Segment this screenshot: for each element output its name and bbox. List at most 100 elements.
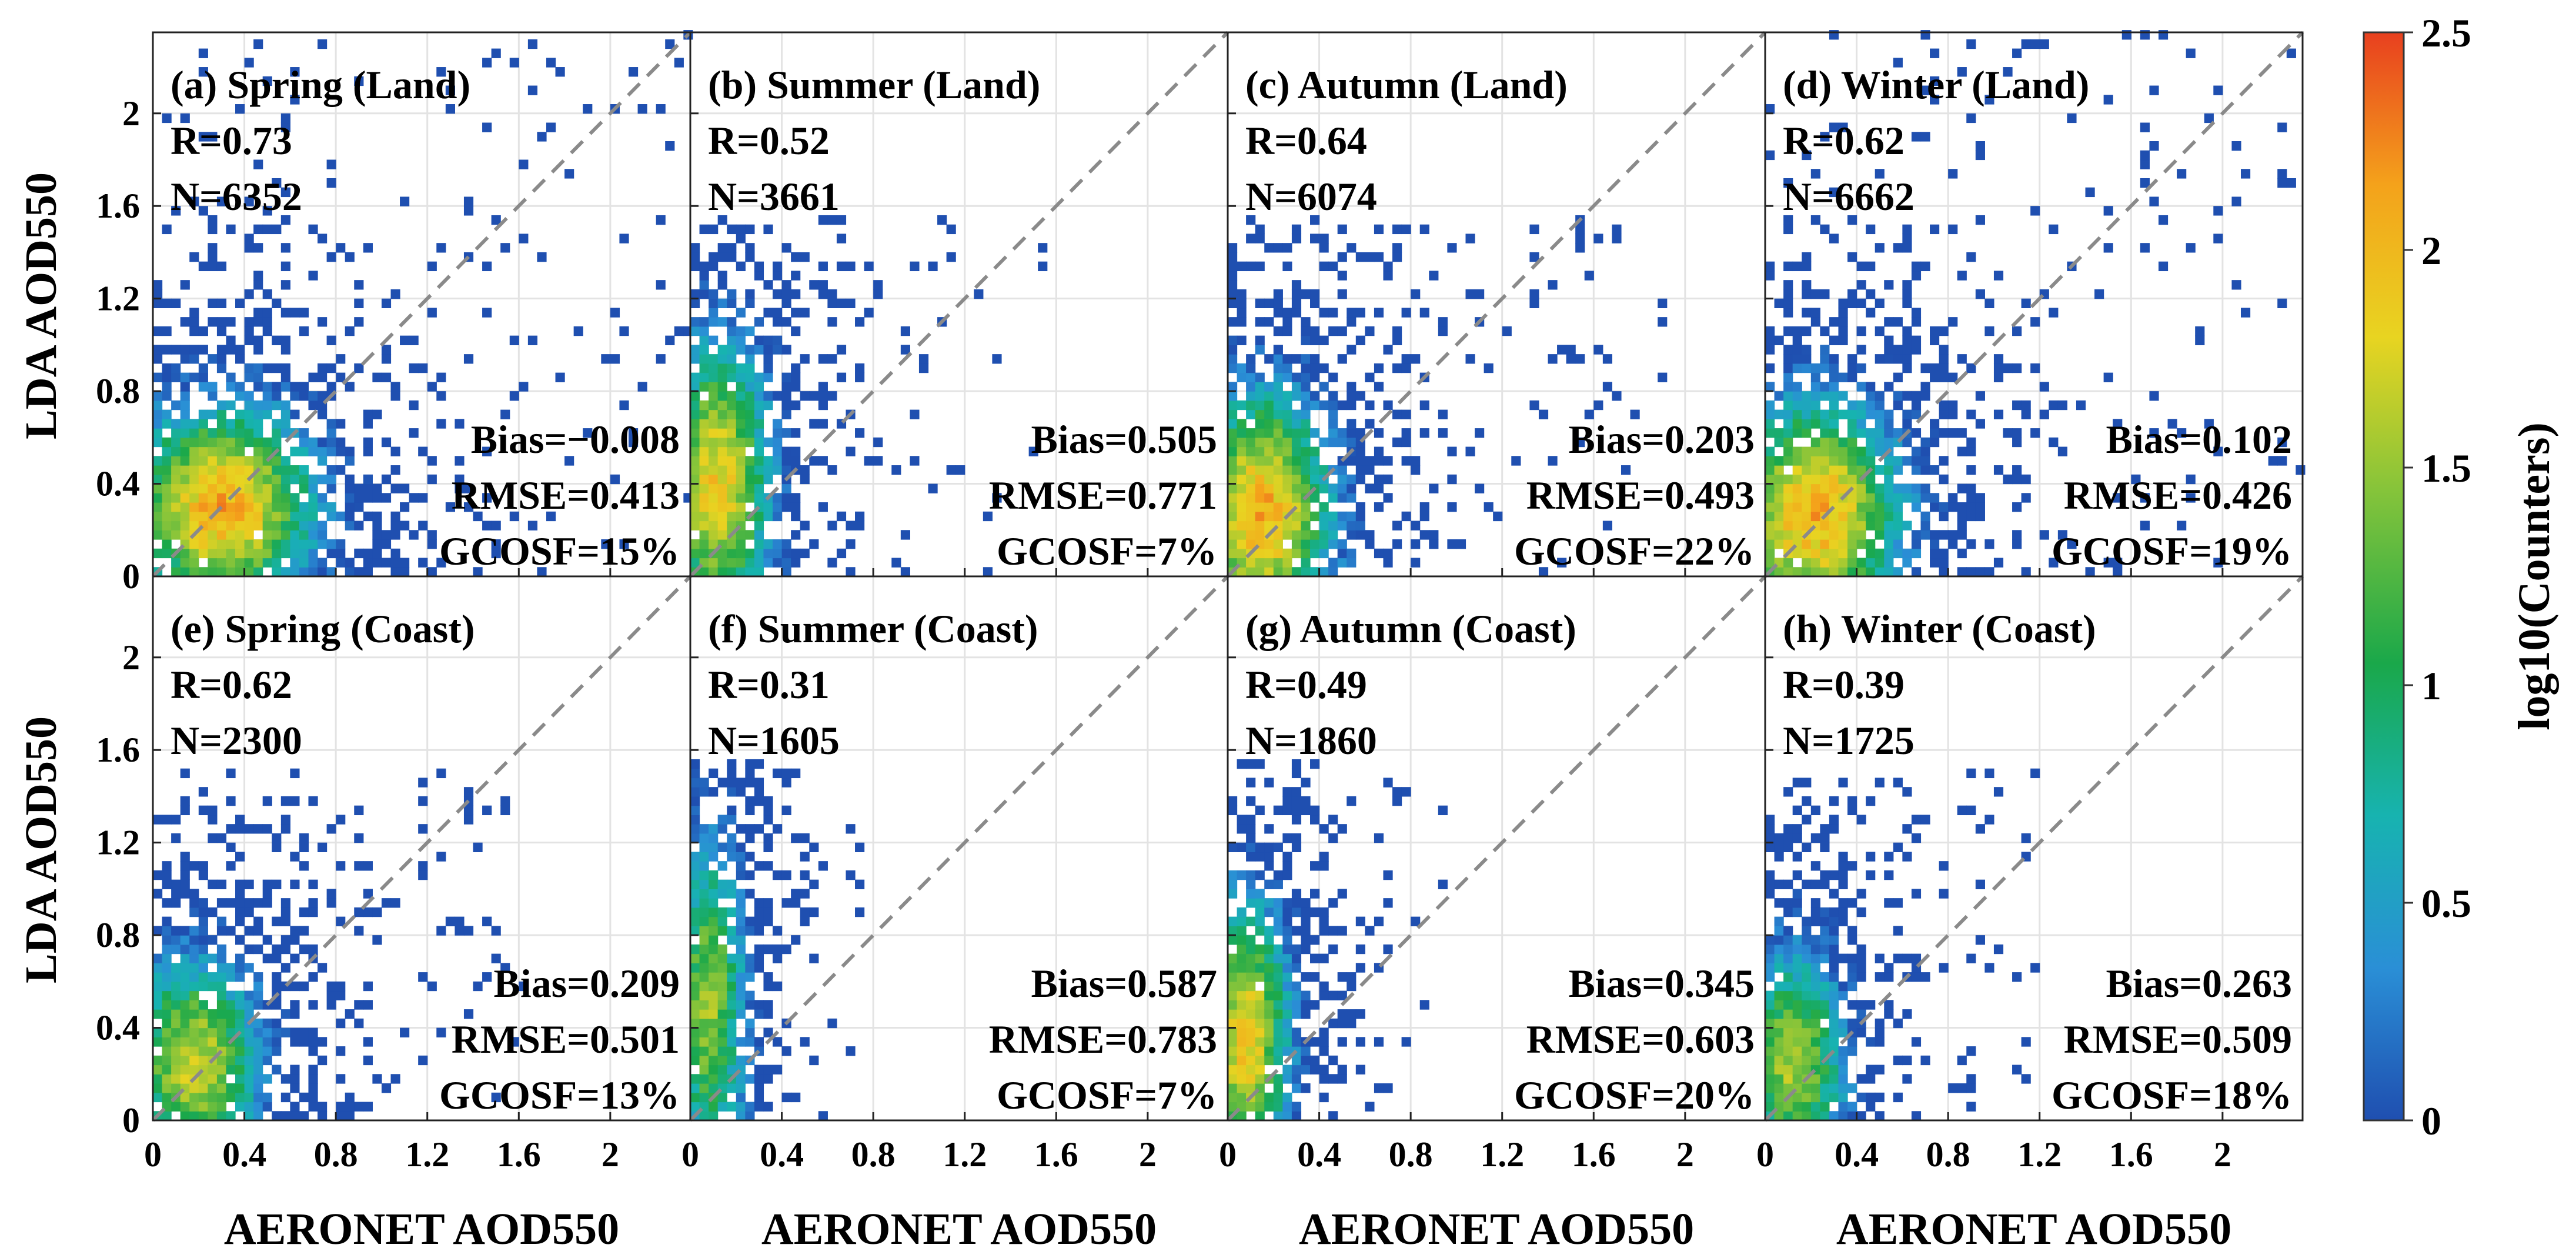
heatmap-cell xyxy=(280,335,290,345)
heatmap-cell xyxy=(1911,428,1922,438)
heatmap-cell xyxy=(427,539,437,549)
heatmap-cell xyxy=(1957,530,1967,540)
heatmap-cell xyxy=(1392,796,1402,806)
heatmap-cell xyxy=(1383,778,1393,787)
heatmap-cell xyxy=(1802,1092,1812,1103)
heatmap-cell xyxy=(244,289,254,299)
heatmap-cell xyxy=(244,400,254,411)
heatmap-cell xyxy=(244,567,254,577)
heatmap-cell xyxy=(754,1083,764,1093)
heatmap-cell xyxy=(1337,465,1347,475)
heatmap-cell xyxy=(983,567,993,577)
heatmap-cell xyxy=(1264,391,1274,401)
heatmap-cell xyxy=(690,972,700,982)
heatmap-cell xyxy=(1291,548,1302,559)
heatmap-cell xyxy=(318,317,328,327)
heatmap-cell xyxy=(1337,326,1347,336)
heatmap-cell xyxy=(262,437,272,448)
heatmap-cell xyxy=(1291,805,1302,816)
heatmap-cell xyxy=(1783,345,1793,355)
heatmap-cell xyxy=(363,1055,373,1066)
heatmap-cell xyxy=(235,1037,245,1047)
heatmap-cell xyxy=(1875,1092,1885,1103)
heatmap-cell xyxy=(1291,372,1302,382)
heatmap-cell xyxy=(280,493,290,503)
heatmap-cell xyxy=(1228,842,1238,853)
heatmap-cell xyxy=(1847,493,1857,503)
heatmap-cell xyxy=(1282,465,1292,475)
colorbar-tick-label: 0.5 xyxy=(2421,881,2471,926)
heatmap-cell xyxy=(198,465,208,475)
heatmap-cell xyxy=(1282,870,1292,880)
heatmap-cell xyxy=(836,298,847,309)
heatmap-cell xyxy=(1838,907,1848,917)
heatmap-cell xyxy=(690,474,700,485)
heatmap-cell xyxy=(745,428,755,438)
heatmap-cell xyxy=(1829,493,1839,503)
heatmap-cell xyxy=(153,990,163,1000)
heatmap-cell xyxy=(189,1027,199,1037)
heatmap-cell xyxy=(781,502,791,512)
heatmap-cell xyxy=(1282,861,1292,871)
panel-title: (g) Autumn (Coast) xyxy=(1245,606,1576,651)
heatmap-cell xyxy=(1783,981,1793,992)
heatmap-cell xyxy=(1301,972,1311,982)
heatmap-cell xyxy=(326,363,336,373)
heatmap-cell xyxy=(1255,456,1265,466)
heatmap-cell xyxy=(345,252,355,262)
heatmap-cell xyxy=(709,926,719,936)
heatmap-cell xyxy=(1310,548,1320,559)
heatmap-cell xyxy=(1255,1092,1265,1103)
heatmap-cell xyxy=(1602,520,1613,530)
heatmap-cell xyxy=(1237,493,1247,503)
heatmap-cell xyxy=(1658,317,1668,327)
heatmap-cell xyxy=(1438,409,1448,419)
heatmap-cell xyxy=(1273,511,1283,522)
heatmap-cell xyxy=(1939,861,1949,871)
heatmap-cell xyxy=(1783,1074,1793,1084)
heatmap-cell xyxy=(208,815,218,825)
heatmap-cell xyxy=(162,815,172,825)
heatmap-cell xyxy=(308,1027,318,1037)
heatmap-cell xyxy=(235,520,245,530)
heatmap-cell xyxy=(180,483,190,493)
heatmap-cell xyxy=(727,879,737,889)
heatmap-cell xyxy=(436,1027,446,1037)
heatmap-cell xyxy=(1291,981,1302,992)
heatmap-cell xyxy=(198,981,208,992)
panel-rmse: RMSE=0.771 xyxy=(989,473,1217,518)
heatmap-cell xyxy=(299,539,309,549)
heatmap-cell xyxy=(198,870,208,880)
heatmap-cell xyxy=(1246,567,1256,577)
heatmap-cell xyxy=(180,805,190,816)
heatmap-cell xyxy=(253,493,263,503)
heatmap-cell xyxy=(280,428,290,438)
heatmap-cell xyxy=(1291,493,1302,503)
heatmap-cell xyxy=(1884,335,1894,345)
heatmap-cell xyxy=(1273,1074,1283,1084)
heatmap-cell xyxy=(1875,446,1885,456)
heatmap-cell xyxy=(709,308,719,318)
heatmap-cell xyxy=(709,1037,719,1047)
heatmap-cell xyxy=(363,889,373,899)
heatmap-cell xyxy=(180,1055,190,1066)
heatmap-cell xyxy=(345,483,355,493)
heatmap-cell xyxy=(736,382,746,392)
heatmap-cell xyxy=(1911,335,1922,345)
heatmap-cell xyxy=(1273,409,1283,419)
heatmap-cell xyxy=(656,354,666,364)
heatmap-cell xyxy=(299,437,309,448)
heatmap-cell xyxy=(198,326,208,336)
heatmap-cell xyxy=(1255,298,1265,309)
heatmap-cell xyxy=(171,298,181,309)
heatmap-cell xyxy=(290,409,300,419)
heatmap-cell xyxy=(1328,437,1338,448)
heatmap-cell xyxy=(1282,953,1292,963)
heatmap-cell xyxy=(1237,465,1247,475)
heatmap-cell xyxy=(1893,483,1903,493)
heatmap-cell xyxy=(1264,511,1274,522)
heatmap-cell xyxy=(372,530,382,540)
heatmap-cell xyxy=(2113,419,2123,429)
heatmap-cell xyxy=(800,1037,810,1047)
heatmap-cell xyxy=(709,1027,719,1037)
